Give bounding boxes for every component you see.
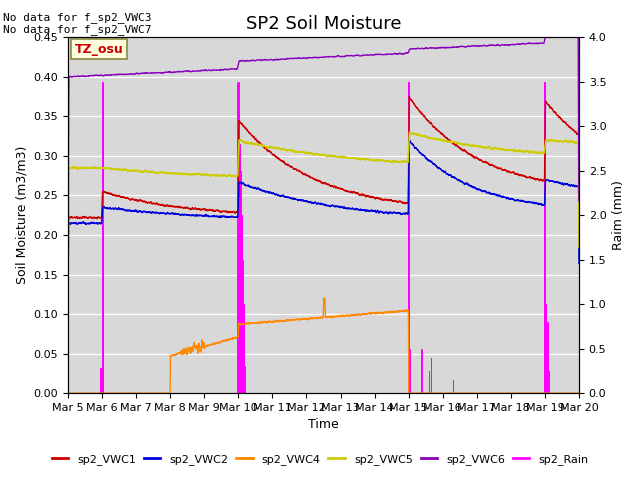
X-axis label: Time: Time <box>308 419 339 432</box>
Text: No data for f_sp2_VWC3
No data for f_sp2_VWC7: No data for f_sp2_VWC3 No data for f_sp2… <box>3 12 152 36</box>
Title: SP2 Soil Moisture: SP2 Soil Moisture <box>246 15 401 33</box>
Legend: sp2_VWC1, sp2_VWC2, sp2_VWC4, sp2_VWC5, sp2_VWC6, sp2_Rain: sp2_VWC1, sp2_VWC2, sp2_VWC4, sp2_VWC5, … <box>47 450 593 469</box>
Text: TZ_osu: TZ_osu <box>75 43 124 56</box>
Y-axis label: Raim (mm): Raim (mm) <box>612 180 625 250</box>
Y-axis label: Soil Moisture (m3/m3): Soil Moisture (m3/m3) <box>15 146 28 285</box>
